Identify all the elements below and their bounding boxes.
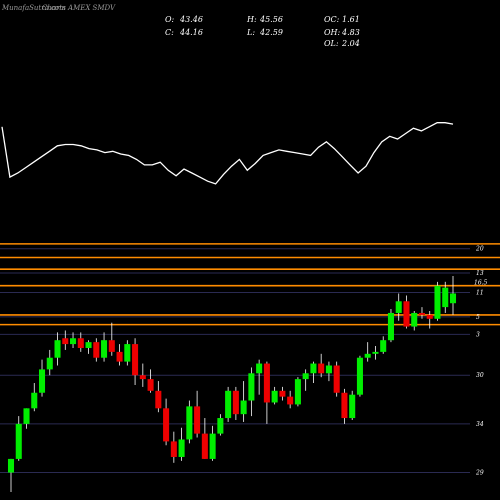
price-tick-label: 20 xyxy=(475,246,484,253)
candle-body-up xyxy=(271,390,278,403)
candle-body-up xyxy=(178,439,185,457)
candle-body-down xyxy=(170,441,177,457)
candle-body-down xyxy=(77,338,84,348)
candle-body-up xyxy=(46,357,53,370)
candle-body-down xyxy=(93,342,100,358)
chart-title: Charts AMEX SMDV xyxy=(42,4,116,12)
candle-body-up xyxy=(23,408,30,424)
stat-ol-label: OL: xyxy=(324,39,339,48)
stat-close-value: 44.16 xyxy=(179,28,203,37)
candle-body-down xyxy=(403,301,410,327)
candle-body-down xyxy=(194,406,201,434)
candle-body-down xyxy=(163,408,170,442)
price-level-label: 16.5 xyxy=(474,280,488,287)
candle-body-up xyxy=(124,344,131,362)
candle-body-up xyxy=(294,379,301,405)
candle-body-up xyxy=(7,458,15,473)
candle-body-down xyxy=(132,344,139,376)
candle-body-down xyxy=(418,312,426,315)
candle-body-up xyxy=(434,285,441,319)
candle-body-up xyxy=(15,423,22,459)
candle-body-up xyxy=(248,373,255,401)
stat-close-label: C: xyxy=(165,28,174,37)
candle-body-up xyxy=(310,363,317,374)
price-tick-label: 3 xyxy=(476,331,480,338)
candle-body-up xyxy=(70,338,77,345)
candle-body-up xyxy=(85,342,92,348)
stat-ol-value: 2.04 xyxy=(341,39,360,48)
candle-body-up xyxy=(325,365,332,374)
candle-body-down xyxy=(287,396,294,405)
indicator-line xyxy=(1,122,454,185)
candle-body-down xyxy=(201,433,208,459)
candle-body-up xyxy=(449,293,457,304)
candle-body-up xyxy=(442,287,449,308)
price-ticks: 20 13 11 5 3 30 34 29 xyxy=(475,246,484,477)
candle-body-down xyxy=(232,390,239,415)
price-tick-label: 5 xyxy=(476,314,480,321)
candle-body-up xyxy=(38,369,46,393)
candle-body-down xyxy=(62,338,69,345)
chart-header: MunafaSutra.com Charts AMEX SMDV O: 43.4… xyxy=(1,4,360,48)
candle-body-down xyxy=(116,351,123,362)
stat-oc-value: 1.61 xyxy=(342,15,360,24)
stat-low-value: 42.59 xyxy=(259,28,283,37)
candle-body-up xyxy=(349,394,356,419)
stat-oh-value: 4.83 xyxy=(341,28,360,37)
candle-body-down xyxy=(263,363,270,403)
indicator-line-panel xyxy=(1,122,454,185)
stat-high-label: H: xyxy=(246,15,257,24)
candle-body-up xyxy=(302,373,309,380)
candle-body-up xyxy=(395,301,402,313)
candle-body-up xyxy=(387,312,394,341)
price-tick-label: 34 xyxy=(476,421,484,428)
stat-high-value: 45.56 xyxy=(259,15,283,24)
candle-body-up xyxy=(186,406,193,440)
candle-body-down xyxy=(341,392,348,419)
candle-body-down xyxy=(426,314,433,319)
candle-body-down xyxy=(139,375,146,380)
price-tick-label: 13 xyxy=(476,270,484,277)
candle-body-up xyxy=(372,351,379,354)
price-tick-label: 30 xyxy=(476,372,484,379)
stat-open-value: 43.46 xyxy=(179,15,203,24)
candle-body-up xyxy=(356,357,363,395)
price-tick-label: 29 xyxy=(475,470,484,477)
candlesticks xyxy=(7,275,457,492)
candle-body-down xyxy=(108,340,115,352)
candle-body-down xyxy=(279,390,286,397)
candle-body-up xyxy=(240,400,247,415)
candle-body-up xyxy=(256,363,263,374)
stat-oc-label: OC: xyxy=(324,15,340,24)
stat-open-label: O: xyxy=(165,15,175,24)
candle-body-up xyxy=(380,340,387,352)
candle-body-up xyxy=(31,392,38,409)
stat-low-label: L: xyxy=(246,28,255,37)
candle-body-up xyxy=(411,312,418,327)
candle-body-up xyxy=(225,390,232,419)
candle-body-up xyxy=(217,418,224,434)
candle-body-up xyxy=(209,433,216,459)
candle-body-down xyxy=(155,390,162,409)
candle-body-down xyxy=(333,365,340,393)
stat-oh-label: OH: xyxy=(324,28,341,37)
candle-body-up xyxy=(54,340,61,358)
watermark: MunafaSutra.com xyxy=(1,4,66,12)
candle-body-down xyxy=(147,379,154,391)
price-tick-label: 11 xyxy=(476,290,484,297)
candle-body-down xyxy=(318,363,325,374)
candle-body-up xyxy=(364,353,371,358)
candle-body-up xyxy=(101,340,108,358)
